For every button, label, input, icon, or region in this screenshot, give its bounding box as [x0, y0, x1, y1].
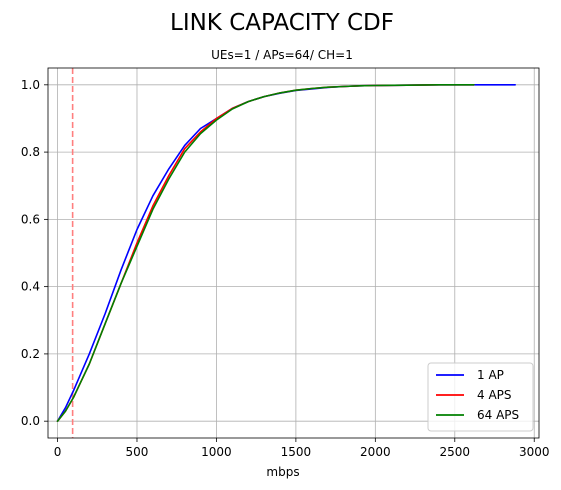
series-line-64-aps — [56, 84, 475, 423]
y-tick-label: 0.2 — [21, 347, 40, 361]
plot-frame — [47, 67, 540, 439]
x-tick-label: 1000 — [201, 445, 232, 459]
x-axis-label: mbps — [266, 465, 299, 479]
legend-label-64-aps: 64 APS — [477, 408, 519, 422]
chart-subtitle: UEs=1 / APs=64/ CH=1 — [211, 48, 353, 62]
legend: 1 AP 4 APS 64 APS — [427, 362, 534, 432]
y-tick-label: 0.0 — [21, 414, 40, 428]
y-tick-label: 1.0 — [21, 78, 40, 92]
x-axis-ticks: 0 500 1000 1500 2000 2500 3000 — [54, 438, 550, 459]
legend-box — [427, 362, 534, 432]
y-tick-label: 0.4 — [21, 280, 40, 294]
legend-entries: 1 AP 4 APS 64 APS — [436, 368, 519, 422]
y-tick-label: 0.8 — [21, 145, 40, 159]
legend-label-1-ap: 1 AP — [477, 368, 504, 382]
x-tick-label: 2500 — [440, 445, 471, 459]
x-tick-label: 1500 — [281, 445, 312, 459]
x-tick-label: 0 — [54, 445, 62, 459]
series-line-4-aps — [56, 84, 475, 423]
x-tick-label: 3000 — [519, 445, 550, 459]
chart-title: LINK CAPACITY CDF — [170, 10, 394, 36]
x-tick-label: 500 — [126, 445, 149, 459]
x-tick-label: 2000 — [360, 445, 391, 459]
y-tick-label: 0.6 — [21, 212, 40, 226]
series-layer — [56, 84, 517, 423]
legend-label-4-aps: 4 APS — [477, 388, 512, 402]
y-axis-ticks: 0.0 0.2 0.4 0.6 0.8 1.0 — [21, 78, 48, 428]
